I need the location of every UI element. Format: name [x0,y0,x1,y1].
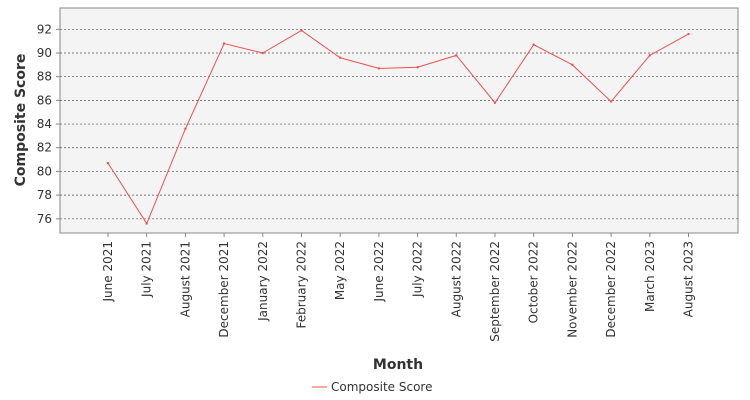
y-tick-label: 90 [37,46,52,60]
data-point [145,222,148,225]
x-tick-label: July 2021 [140,241,154,298]
data-point [493,101,497,104]
data-point [184,127,187,130]
x-tick-label: September 2022 [488,241,502,342]
grid-lines [60,28,738,220]
series-line [107,29,689,225]
y-tick-label: 78 [37,188,52,202]
x-tick-label: August 2021 [178,241,192,317]
y-tick-label: 88 [37,70,52,84]
plot-area [59,7,739,234]
data-point [106,161,110,165]
y-tick-label: 92 [37,22,52,36]
y-tick-label: 84 [37,117,52,131]
y-axis-title: Composite Score [13,54,29,187]
x-tick-label: October 2022 [527,241,541,323]
x-tick-label: February 2022 [295,241,309,329]
x-tick-label: March 2023 [643,241,657,312]
x-tick-label: December 2021 [217,241,231,338]
x-tick-label: August 2023 [682,241,696,317]
y-axis: 76 78 80 82 84 86 88 90 92 [37,22,60,226]
x-tick-label: December 2022 [604,241,618,338]
y-tick-label: 80 [37,164,52,178]
x-tick-label: November 2022 [565,241,579,338]
data-point [687,32,690,36]
data-point [416,66,419,69]
y-tick-label: 82 [37,141,52,155]
data-point [339,56,342,59]
data-point [648,54,651,57]
y-tick-label: 76 [37,212,52,226]
x-tick-label: July 2022 [411,241,425,298]
x-tick-label: August 2022 [449,241,463,317]
y-tick-label: 86 [37,93,52,107]
x-tick-label: May 2022 [333,241,347,300]
data-point [222,42,226,45]
legend-label: Composite Score [331,380,432,394]
data-point [532,43,535,46]
x-axis: June 2021 July 2021 August 2021 December 20… [101,233,696,342]
data-point [300,29,303,32]
x-axis-title: Month [373,357,423,373]
legend: Composite Score [312,380,432,394]
x-tick-label: January 2022 [256,241,270,322]
data-point [377,67,381,70]
data-point [261,51,264,55]
x-tick-label: June 2022 [372,241,386,303]
data-point [609,100,613,103]
x-tick-label: June 2021 [101,241,115,303]
series-layer [106,29,690,225]
data-point [571,63,574,67]
data-point [455,54,458,57]
